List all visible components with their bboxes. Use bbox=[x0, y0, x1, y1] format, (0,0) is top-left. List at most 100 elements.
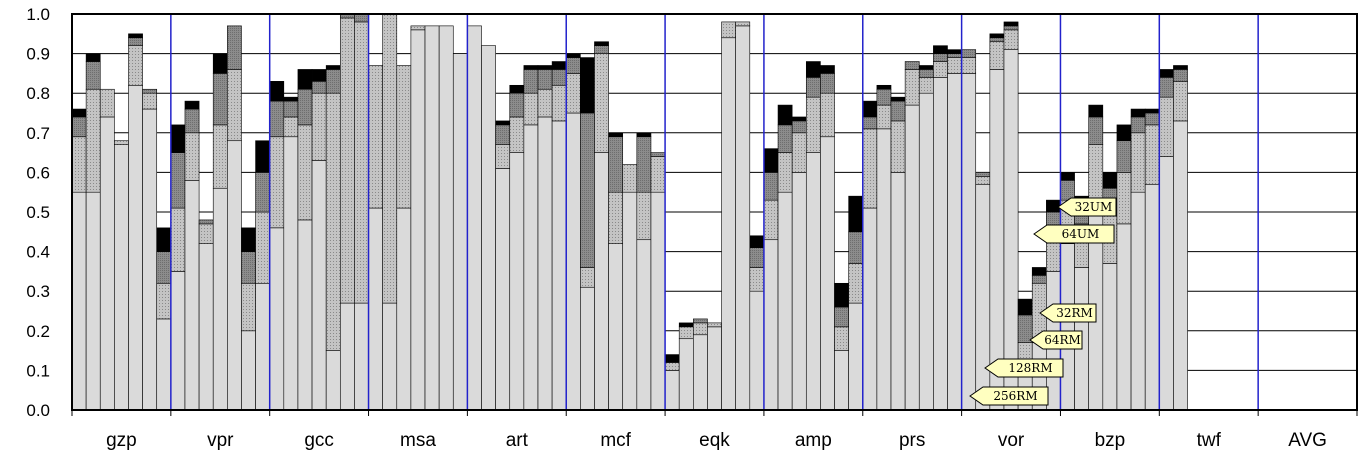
bar-segment-base bbox=[170, 271, 186, 411]
bar-segment-gray bbox=[85, 61, 101, 90]
bar-segment-gray bbox=[918, 69, 934, 78]
bar-segment-gray bbox=[636, 136, 652, 193]
bar-segment-dotted bbox=[537, 88, 553, 118]
x-category-label: bzp bbox=[1095, 430, 1126, 451]
callout-label: 32UM bbox=[1075, 200, 1113, 214]
bar-segment-dotted bbox=[1003, 29, 1019, 50]
x-category-label: AVG bbox=[1288, 430, 1327, 451]
bar-segment-base bbox=[1003, 49, 1019, 411]
bar-segment-dotted bbox=[664, 362, 680, 371]
x-category-label: twf bbox=[1197, 430, 1222, 451]
bar-segment-base bbox=[85, 191, 101, 411]
bar-segment-base bbox=[650, 191, 666, 411]
bar-segment-base bbox=[918, 92, 934, 411]
bar-segment-gray bbox=[128, 37, 143, 46]
x-axis: gzp vpr gcc msa art mcf eqk amp prs vor bzp twf AVG bbox=[71, 410, 1358, 451]
bar-segment-gray bbox=[1159, 77, 1174, 98]
bar-segment-base bbox=[1144, 183, 1160, 411]
y-axis: 0.0 0.1 0.2 0.3 0.4 0.5 0.6 0.7 0.8 0.9 1.0 bbox=[26, 5, 50, 420]
bar-segment-gray bbox=[311, 81, 327, 94]
y-tick-label: 0.8 bbox=[26, 84, 50, 103]
bar-segment-gray bbox=[961, 49, 977, 58]
bar-segment-dotted bbox=[71, 136, 87, 193]
bar-segment-dotted bbox=[862, 128, 878, 209]
bar-segment-dotted bbox=[805, 96, 821, 153]
bar-segment-dotted bbox=[636, 191, 652, 241]
bar-segment-dotted bbox=[791, 132, 807, 173]
bar-segment-black bbox=[763, 148, 779, 173]
bar-segment-dotted bbox=[325, 92, 341, 351]
bar-segment-gray bbox=[820, 73, 835, 94]
bar-segment-base bbox=[636, 239, 652, 411]
y-tick-label: 0.7 bbox=[26, 124, 50, 143]
bar-segment-base bbox=[71, 191, 87, 411]
bar-segment-base bbox=[368, 207, 383, 411]
bar-segment-black bbox=[636, 132, 652, 138]
bar-segment-gray bbox=[777, 124, 793, 153]
callout-label: 128RM bbox=[1008, 361, 1052, 375]
bar-segment-black bbox=[71, 108, 87, 118]
bar-segment-black bbox=[565, 53, 581, 58]
bar-segment-gray bbox=[890, 100, 906, 122]
bar-segment-base bbox=[820, 136, 835, 411]
x-category-label: art bbox=[506, 430, 529, 451]
bar-segment-dotted bbox=[1116, 172, 1132, 225]
bar-segment-base bbox=[862, 207, 878, 411]
x-category-label: amp bbox=[795, 430, 832, 451]
bar-segment-black bbox=[212, 53, 228, 74]
bar-segment-dotted bbox=[622, 164, 638, 193]
bar-segment-dotted bbox=[241, 282, 256, 332]
bar-segment-dotted bbox=[876, 104, 892, 130]
bar-segment-gray bbox=[142, 88, 158, 94]
bar-segment-dotted bbox=[834, 326, 849, 351]
bar-segment-gray bbox=[608, 136, 624, 193]
bar-segment-black bbox=[876, 84, 892, 90]
bar-segment-dotted bbox=[114, 140, 129, 145]
bar-segment-gray bbox=[1088, 116, 1104, 145]
bar-segment-black bbox=[608, 132, 624, 138]
bar-segment-dotted bbox=[509, 116, 525, 153]
bar-segment-gray bbox=[156, 251, 172, 284]
bar-segment-base bbox=[523, 124, 539, 411]
bar-segment-base bbox=[467, 25, 482, 411]
bar-segment-dotted bbox=[255, 211, 270, 284]
bar-segment-dotted bbox=[382, 13, 398, 304]
callout-box bbox=[984, 358, 1064, 378]
bar-segment-gray bbox=[565, 57, 581, 74]
bar-segment-black bbox=[777, 104, 793, 126]
bar-segment-base bbox=[961, 73, 977, 411]
bar-segment-base bbox=[693, 334, 708, 411]
bar-segment-dotted bbox=[170, 207, 186, 272]
bar-segment-dotted bbox=[777, 152, 793, 193]
bar-segment-base bbox=[481, 45, 496, 411]
y-tick-label: 0.3 bbox=[26, 282, 50, 301]
bar-segment-gray bbox=[834, 306, 849, 328]
x-category-label: eqk bbox=[699, 430, 730, 451]
x-category-label: gzp bbox=[106, 430, 137, 451]
bar-segment-base bbox=[410, 29, 426, 411]
bar-segment-base bbox=[156, 318, 172, 411]
bar-segment-black bbox=[749, 235, 765, 248]
bar-segment-base bbox=[128, 84, 143, 411]
bar-segment-black bbox=[523, 65, 539, 70]
callout-label: 256RM bbox=[993, 389, 1037, 403]
bar-segment-black bbox=[1088, 104, 1104, 118]
y-tick-label: 1.0 bbox=[26, 5, 50, 24]
bar-segment-dotted bbox=[918, 77, 934, 94]
bar-segment-dotted bbox=[396, 65, 412, 209]
bar-segment-dotted bbox=[565, 73, 581, 114]
bar-segment-gray bbox=[650, 152, 666, 157]
bar-segment-black bbox=[791, 116, 807, 122]
bar-segment-dotted bbox=[1159, 96, 1174, 157]
bar-segment-base bbox=[876, 128, 892, 411]
bar-segment-black bbox=[933, 45, 948, 54]
bar-segment-base bbox=[269, 227, 285, 411]
bar-segment-gray bbox=[198, 219, 214, 225]
bar-segment-base bbox=[509, 152, 525, 411]
bar-segment-base bbox=[707, 326, 722, 411]
bar-segment-base bbox=[834, 350, 849, 411]
bar-segment-base bbox=[1159, 156, 1174, 411]
bar-segment-black bbox=[678, 322, 694, 328]
bar-segment-gray bbox=[848, 231, 864, 264]
bar-segment-base bbox=[763, 239, 779, 411]
